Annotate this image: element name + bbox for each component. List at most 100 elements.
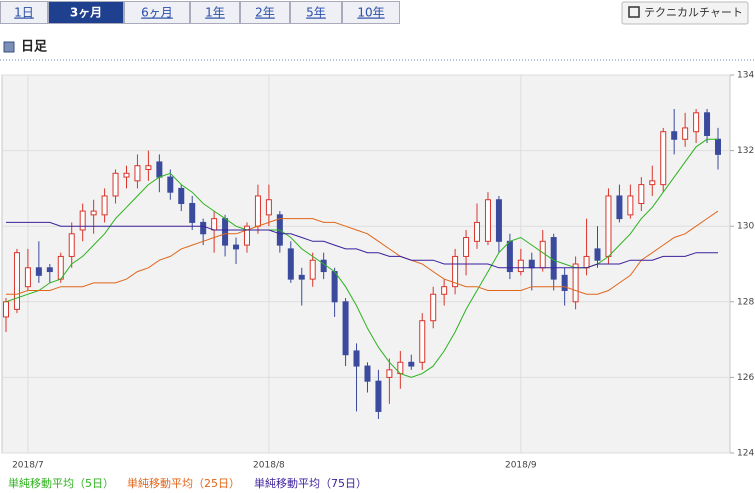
moving-average-line: [5, 138, 718, 378]
candle-body: [145, 165, 152, 171]
tab[interactable]: [48, 1, 124, 24]
legend-label: 単純移動平均（5日）: [8, 476, 114, 490]
candle-body: [671, 131, 678, 140]
candle-body: [200, 221, 207, 235]
candle-body: [57, 255, 64, 280]
candle-body: [298, 274, 305, 280]
candle-body: [463, 237, 470, 257]
tab-label: 5年: [306, 6, 326, 20]
candle-body: [572, 263, 579, 303]
candle-body: [134, 165, 141, 182]
candle-body: [123, 172, 130, 178]
technical-chart-button[interactable]: [621, 1, 749, 25]
candle-body: [693, 112, 700, 133]
candle-body: [506, 240, 513, 273]
candle-body: [265, 199, 272, 216]
candle-body: [704, 112, 711, 136]
candle-body: [156, 161, 163, 178]
candle-body: [353, 350, 360, 367]
candle-body: [430, 293, 437, 322]
candle-body: [605, 195, 612, 257]
candle-body: [452, 255, 459, 288]
candle-body: [583, 255, 590, 269]
candle-body: [594, 248, 601, 261]
tab[interactable]: [240, 1, 290, 24]
candle-body: [441, 286, 448, 295]
tab-label: 1日: [14, 6, 34, 20]
tab-label: 10年: [357, 6, 384, 20]
candle-body: [320, 259, 327, 273]
tab[interactable]: [190, 1, 240, 24]
tab-label: 1年: [205, 6, 225, 20]
candle-body: [484, 199, 491, 242]
tab[interactable]: [0, 1, 48, 24]
candle-body: [68, 233, 75, 257]
candle-body: [331, 271, 338, 303]
y-tick-label: 124: [737, 449, 754, 459]
moving-average-line: [6, 210, 719, 295]
legend-label: 単純移動平均（25日）: [127, 476, 240, 490]
candle-body: [386, 369, 393, 378]
moving-average-line: [6, 221, 718, 269]
candle-body: [287, 248, 294, 280]
heading: 日足: [21, 40, 48, 55]
y-tick-label: 128: [737, 297, 754, 307]
candle-body: [517, 259, 524, 273]
candle-body: [364, 365, 371, 382]
candle-body: [682, 127, 689, 140]
tab-label: 2年: [255, 6, 275, 20]
candle-body: [112, 172, 119, 197]
candle-body: [222, 218, 229, 246]
candle-body: [24, 267, 31, 288]
y-tick-label: 130: [737, 222, 754, 232]
candle-body: [189, 203, 196, 223]
button-label: テクニカルチャート: [644, 6, 743, 19]
candle-body: [342, 301, 349, 356]
y-tick-label: 132: [737, 146, 754, 156]
candle-body: [408, 361, 415, 367]
candle-body: [3, 301, 9, 318]
candle-body: [561, 274, 568, 291]
candle-body: [13, 252, 20, 310]
y-tick-label: 134: [737, 71, 754, 81]
candle-body: [90, 210, 97, 216]
candle-body: [616, 195, 623, 220]
candle-body: [627, 195, 634, 216]
candle-body: [419, 320, 426, 363]
candle-body: [309, 259, 316, 280]
candle-body: [101, 195, 108, 216]
heading-icon: [3, 41, 15, 53]
candle-body: [79, 210, 86, 231]
y-tick-label: 126: [737, 373, 754, 383]
candle-body: [243, 225, 250, 246]
candle-body: [715, 138, 721, 155]
candle-body: [660, 131, 667, 186]
window-icon: [628, 6, 640, 18]
x-tick-label: 2018/7: [12, 461, 44, 471]
candle-body: [649, 180, 656, 186]
legend-label: 単純移動平均（75日）: [254, 476, 367, 490]
candle-body: [167, 176, 174, 193]
tab-label: 6ヶ月: [141, 6, 173, 20]
candle-body: [375, 380, 382, 412]
tab[interactable]: [124, 1, 190, 24]
candle-body: [495, 199, 502, 242]
candle-body: [211, 218, 218, 231]
candle-body: [35, 267, 42, 276]
candle-body: [474, 221, 481, 242]
x-tick-label: 2018/8: [253, 461, 285, 471]
x-tick-label: 2018/9: [505, 461, 537, 471]
tab-label: 3ヶ月: [70, 6, 102, 20]
candle-body: [178, 187, 185, 205]
candle-body: [550, 237, 557, 280]
candle-body: [528, 259, 535, 269]
tab[interactable]: [342, 1, 400, 24]
candle-body: [46, 267, 53, 273]
candle-body: [539, 240, 546, 269]
candle-body: [638, 184, 645, 205]
tab[interactable]: [290, 1, 342, 24]
candle-body: [254, 195, 261, 227]
candle-body: [233, 244, 240, 250]
